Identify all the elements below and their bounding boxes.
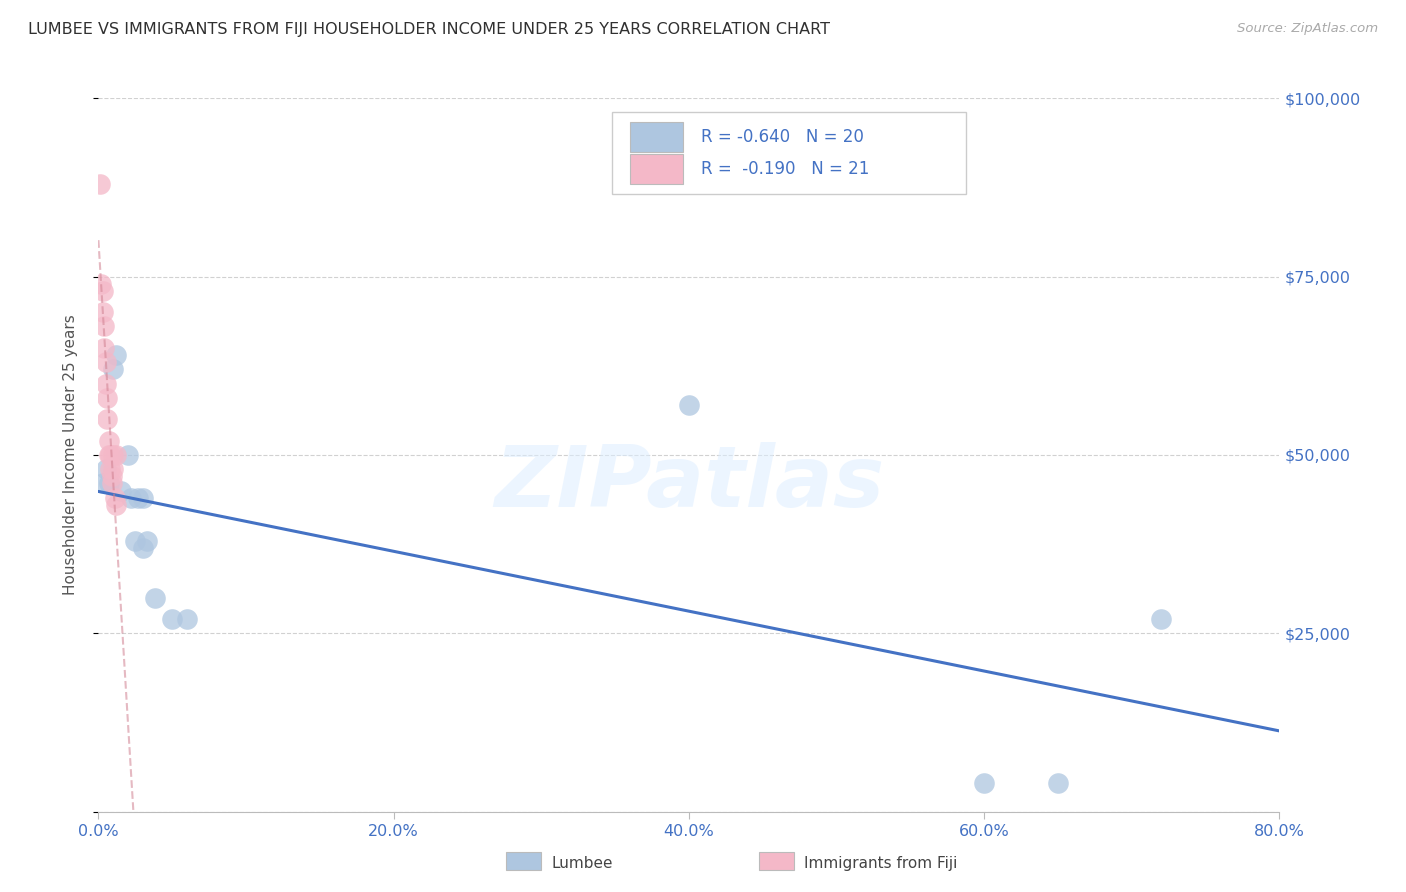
Point [127,491,149,505]
Point [110,483,132,498]
Point [98,448,121,462]
Text: R = -0.640   N = 20: R = -0.640 N = 20 [700,128,863,145]
Point [103,448,125,462]
FancyBboxPatch shape [630,154,683,185]
Point [96,412,118,426]
Text: ZIPatlas: ZIPatlas [494,442,884,525]
Text: Lumbee: Lumbee [551,856,613,871]
Point [100,476,122,491]
Point [162,612,183,626]
Point [176,612,198,626]
Point [89,177,111,191]
Point [105,498,128,512]
Text: Immigrants from Fiji: Immigrants from Fiji [804,856,957,871]
Point [97,448,120,462]
Point [90,277,112,291]
Point [105,348,128,362]
Point [91,476,114,491]
Point [93,341,115,355]
Point [97,434,120,448]
Point [973,776,995,790]
Point [117,448,139,462]
Text: R =  -0.190   N = 21: R = -0.190 N = 21 [700,161,869,178]
Point [132,541,155,555]
Point [1150,612,1173,626]
Point [103,362,125,376]
Point [1046,776,1069,790]
Point [94,355,117,369]
Point [100,469,122,483]
Point [132,491,155,505]
Point [105,448,128,462]
Point [94,376,117,391]
Text: LUMBEE VS IMMIGRANTS FROM FIJI HOUSEHOLDER INCOME UNDER 25 YEARS CORRELATION CHA: LUMBEE VS IMMIGRANTS FROM FIJI HOUSEHOLD… [28,22,830,37]
FancyBboxPatch shape [612,112,966,194]
Text: Source: ZipAtlas.com: Source: ZipAtlas.com [1237,22,1378,36]
Point [93,319,115,334]
Point [136,533,159,548]
Point [91,305,114,319]
Point [124,533,146,548]
Point [143,591,166,605]
Y-axis label: Householder Income Under 25 years: Householder Income Under 25 years [63,315,77,595]
Point [94,462,117,476]
Point [104,491,127,505]
Point [120,491,142,505]
Point [98,462,121,476]
FancyBboxPatch shape [630,121,683,152]
Point [91,284,114,298]
Point [97,476,120,491]
Point [96,391,118,405]
Point [678,398,700,412]
Point [103,462,125,476]
